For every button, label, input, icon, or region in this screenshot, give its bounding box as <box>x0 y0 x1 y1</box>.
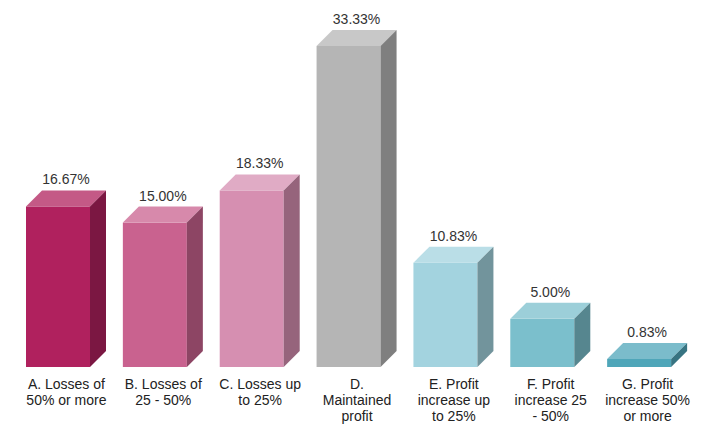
svg-text:G. Profitincrease 50%or more: G. Profitincrease 50%or more <box>605 376 690 424</box>
svg-text:33.33%: 33.33% <box>333 11 380 27</box>
svg-text:10.83%: 10.83% <box>430 228 477 244</box>
svg-text:A. Losses of50% or more: A. Losses of50% or more <box>26 376 106 408</box>
svg-text:F. Profitincrease 25- 50%: F. Profitincrease 25- 50% <box>515 376 588 424</box>
svg-text:16.67%: 16.67% <box>42 171 89 187</box>
svg-text:E. Profitincrease upto 25%: E. Profitincrease upto 25% <box>418 376 491 424</box>
svg-text:D.Maintainedprofit: D.Maintainedprofit <box>323 376 392 424</box>
svg-text:15.00%: 15.00% <box>139 188 186 204</box>
svg-text:B. Losses of25 - 50%: B. Losses of25 - 50% <box>125 376 202 408</box>
svg-text:18.33%: 18.33% <box>236 155 283 171</box>
svg-text:C. Losses upto 25%: C. Losses upto 25% <box>219 376 301 408</box>
svg-text:0.83%: 0.83% <box>627 324 667 340</box>
svg-text:5.00%: 5.00% <box>530 284 570 300</box>
